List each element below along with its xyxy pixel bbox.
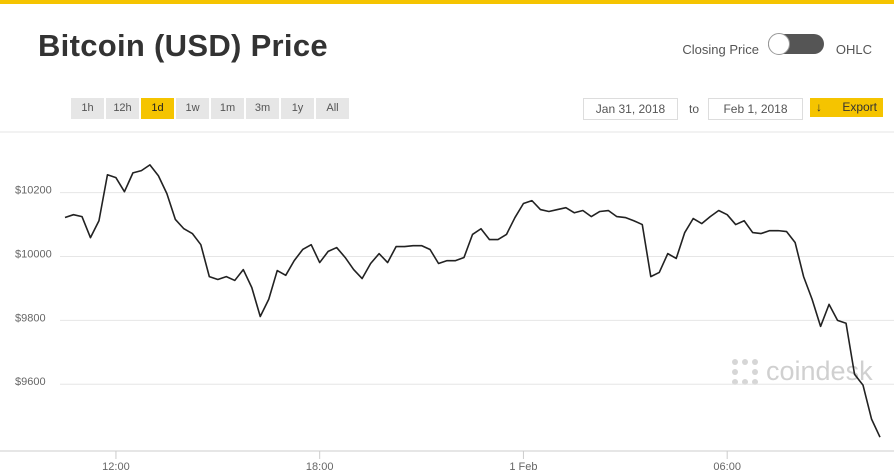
watermark-dot [732,369,738,375]
watermark [732,359,758,385]
date-from[interactable]: Jan 31, 2018 [583,98,678,120]
x-tick-label: 1 Feb [509,461,537,471]
watermark-dot [752,359,758,365]
y-tick-label: $9800 [15,312,46,324]
y-tick-label: $10000 [15,248,52,260]
x-tick-label: 06:00 [713,461,741,471]
price-line [64,164,881,438]
x-tick-label: 12:00 [102,461,130,471]
date-separator: to [689,102,700,116]
toggle-label[interactable]: Closing Price [682,42,759,57]
x-tick-label: 18:00 [306,461,334,471]
toggle-switch[interactable] [768,33,824,55]
toggle-label[interactable]: OHLC [835,42,872,57]
range-button[interactable]: 1y [281,98,314,119]
chart: coindesk $9600 $9800 $10000 $10200 12:00 18:0… [0,131,894,471]
y-tick-label: $9600 [15,376,46,388]
watermark-dot [742,359,748,365]
watermark-dot [732,359,738,365]
y-tick-label: $10200 [15,185,52,197]
export-button[interactable]: Export [810,98,883,117]
watermark-dot [742,379,748,385]
date-to[interactable]: Feb 1, 2018 [708,98,803,120]
watermark-dot [752,379,758,385]
range-button[interactable]: 1h [71,98,104,119]
range-button[interactable]: All [316,98,349,119]
range-button[interactable]: 1m [211,98,244,119]
range-button[interactable]: 12h [106,98,139,119]
range-button[interactable]: 1w [176,98,209,119]
range-buttons: 1h 12h 1d 1w 1m 3m 1y All [71,98,349,119]
watermark-dot [732,379,738,385]
page-title: Bitcoin (USD) Price [38,28,328,63]
watermark-text: coindesk [766,356,873,386]
range-button[interactable]: 1d [141,98,174,119]
watermark-dot [752,369,758,375]
range-button[interactable]: 3m [246,98,279,119]
